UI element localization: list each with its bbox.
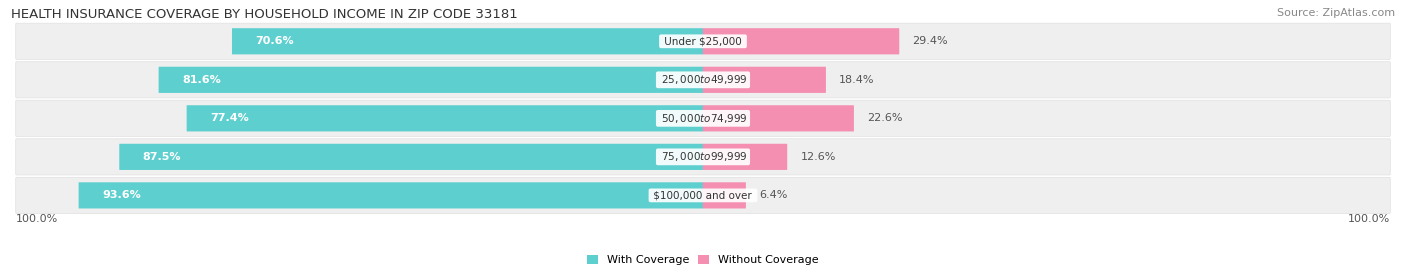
FancyBboxPatch shape bbox=[703, 105, 853, 132]
Text: 70.6%: 70.6% bbox=[256, 36, 294, 46]
Text: 6.4%: 6.4% bbox=[759, 190, 787, 200]
Text: 12.6%: 12.6% bbox=[800, 152, 835, 162]
Text: $75,000 to $99,999: $75,000 to $99,999 bbox=[658, 150, 748, 163]
FancyBboxPatch shape bbox=[703, 182, 745, 208]
FancyBboxPatch shape bbox=[15, 139, 1391, 175]
Text: 87.5%: 87.5% bbox=[143, 152, 181, 162]
FancyBboxPatch shape bbox=[15, 62, 1391, 98]
Text: $25,000 to $49,999: $25,000 to $49,999 bbox=[658, 73, 748, 86]
Text: $100,000 and over: $100,000 and over bbox=[651, 190, 755, 200]
Text: 93.6%: 93.6% bbox=[103, 190, 141, 200]
Text: 29.4%: 29.4% bbox=[912, 36, 948, 46]
Text: Source: ZipAtlas.com: Source: ZipAtlas.com bbox=[1277, 8, 1395, 18]
FancyBboxPatch shape bbox=[15, 100, 1391, 136]
FancyBboxPatch shape bbox=[232, 28, 703, 54]
Text: $50,000 to $74,999: $50,000 to $74,999 bbox=[658, 112, 748, 125]
FancyBboxPatch shape bbox=[159, 67, 703, 93]
Text: 100.0%: 100.0% bbox=[1347, 214, 1391, 224]
FancyBboxPatch shape bbox=[79, 182, 703, 208]
Text: 18.4%: 18.4% bbox=[839, 75, 875, 85]
FancyBboxPatch shape bbox=[703, 67, 825, 93]
Text: Under $25,000: Under $25,000 bbox=[661, 36, 745, 46]
FancyBboxPatch shape bbox=[187, 105, 703, 132]
FancyBboxPatch shape bbox=[703, 28, 900, 54]
FancyBboxPatch shape bbox=[120, 144, 703, 170]
FancyBboxPatch shape bbox=[15, 23, 1391, 59]
Text: 100.0%: 100.0% bbox=[15, 214, 59, 224]
Text: 77.4%: 77.4% bbox=[209, 113, 249, 123]
Text: 81.6%: 81.6% bbox=[183, 75, 221, 85]
Legend: With Coverage, Without Coverage: With Coverage, Without Coverage bbox=[582, 250, 824, 269]
FancyBboxPatch shape bbox=[15, 177, 1391, 214]
FancyBboxPatch shape bbox=[703, 144, 787, 170]
Text: HEALTH INSURANCE COVERAGE BY HOUSEHOLD INCOME IN ZIP CODE 33181: HEALTH INSURANCE COVERAGE BY HOUSEHOLD I… bbox=[11, 8, 517, 21]
Text: 22.6%: 22.6% bbox=[868, 113, 903, 123]
